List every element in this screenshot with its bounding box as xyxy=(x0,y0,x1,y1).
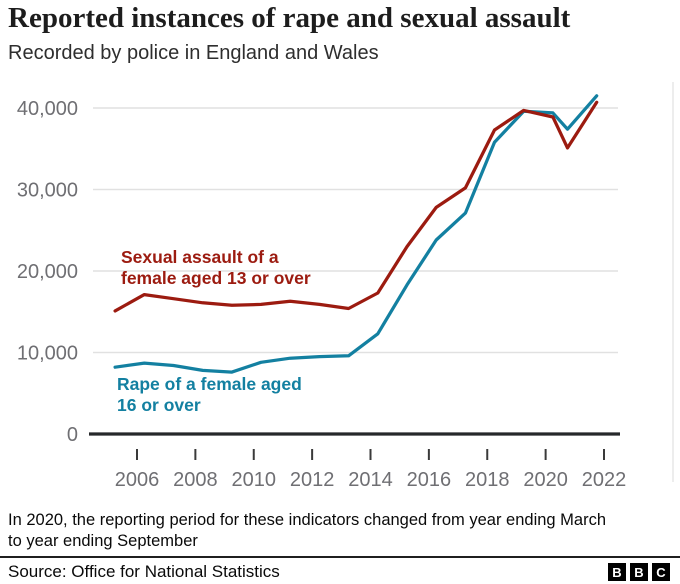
x-axis-tick-label: 2020 xyxy=(523,469,568,491)
source-bar: Source: Office for National Statistics B… xyxy=(0,556,680,582)
x-axis-tick-label: 2010 xyxy=(232,469,277,491)
series-line-rape-16-over xyxy=(113,94,599,374)
bbc-logo-letter: B xyxy=(608,563,626,581)
card-right-edge-divider xyxy=(672,82,674,482)
series-label-rape-16-over: Rape of a female aged 16 or over xyxy=(117,374,302,415)
footnote: In 2020, the reporting period for these … xyxy=(8,511,607,550)
x-axis-tick-label: 2018 xyxy=(465,469,510,491)
chart-subtitle: Recorded by police in England and Wales xyxy=(8,42,379,64)
line-chart-canvas: 0 10,000 20,000 30,000 40,000 2006 2008 2010 201… xyxy=(17,94,627,491)
x-axis-tick-label: 2008 xyxy=(173,469,218,491)
bbc-logo-letter: C xyxy=(652,563,670,581)
x-axis-tick-label: 2006 xyxy=(115,469,160,491)
y-axis-tick-label: 10,000 xyxy=(17,343,78,365)
bbc-logo: B B C xyxy=(608,563,670,581)
series-line-sexual-assault-13-over xyxy=(113,100,599,313)
x-axis-tick-label: 2012 xyxy=(290,469,335,491)
x-axis-tick-label: 2022 xyxy=(582,469,627,491)
bbc-logo-letter: B xyxy=(630,563,648,581)
series-label-sexual-assault-13-over: Sexual assault of a female aged 13 or ove… xyxy=(121,247,311,288)
y-axis-tick-label: 20,000 xyxy=(17,261,78,283)
x-axis-tick-label: 2014 xyxy=(348,469,393,491)
x-axis-tick-label: 2016 xyxy=(407,469,452,491)
y-axis-tick-label: 0 xyxy=(67,424,78,446)
y-axis-tick-label: 30,000 xyxy=(17,180,78,202)
source-text: Source: Office for National Statistics xyxy=(8,562,280,581)
chart-title: Reported instances of rape and sexual as… xyxy=(8,2,571,34)
y-axis-tick-label: 40,000 xyxy=(17,98,78,120)
